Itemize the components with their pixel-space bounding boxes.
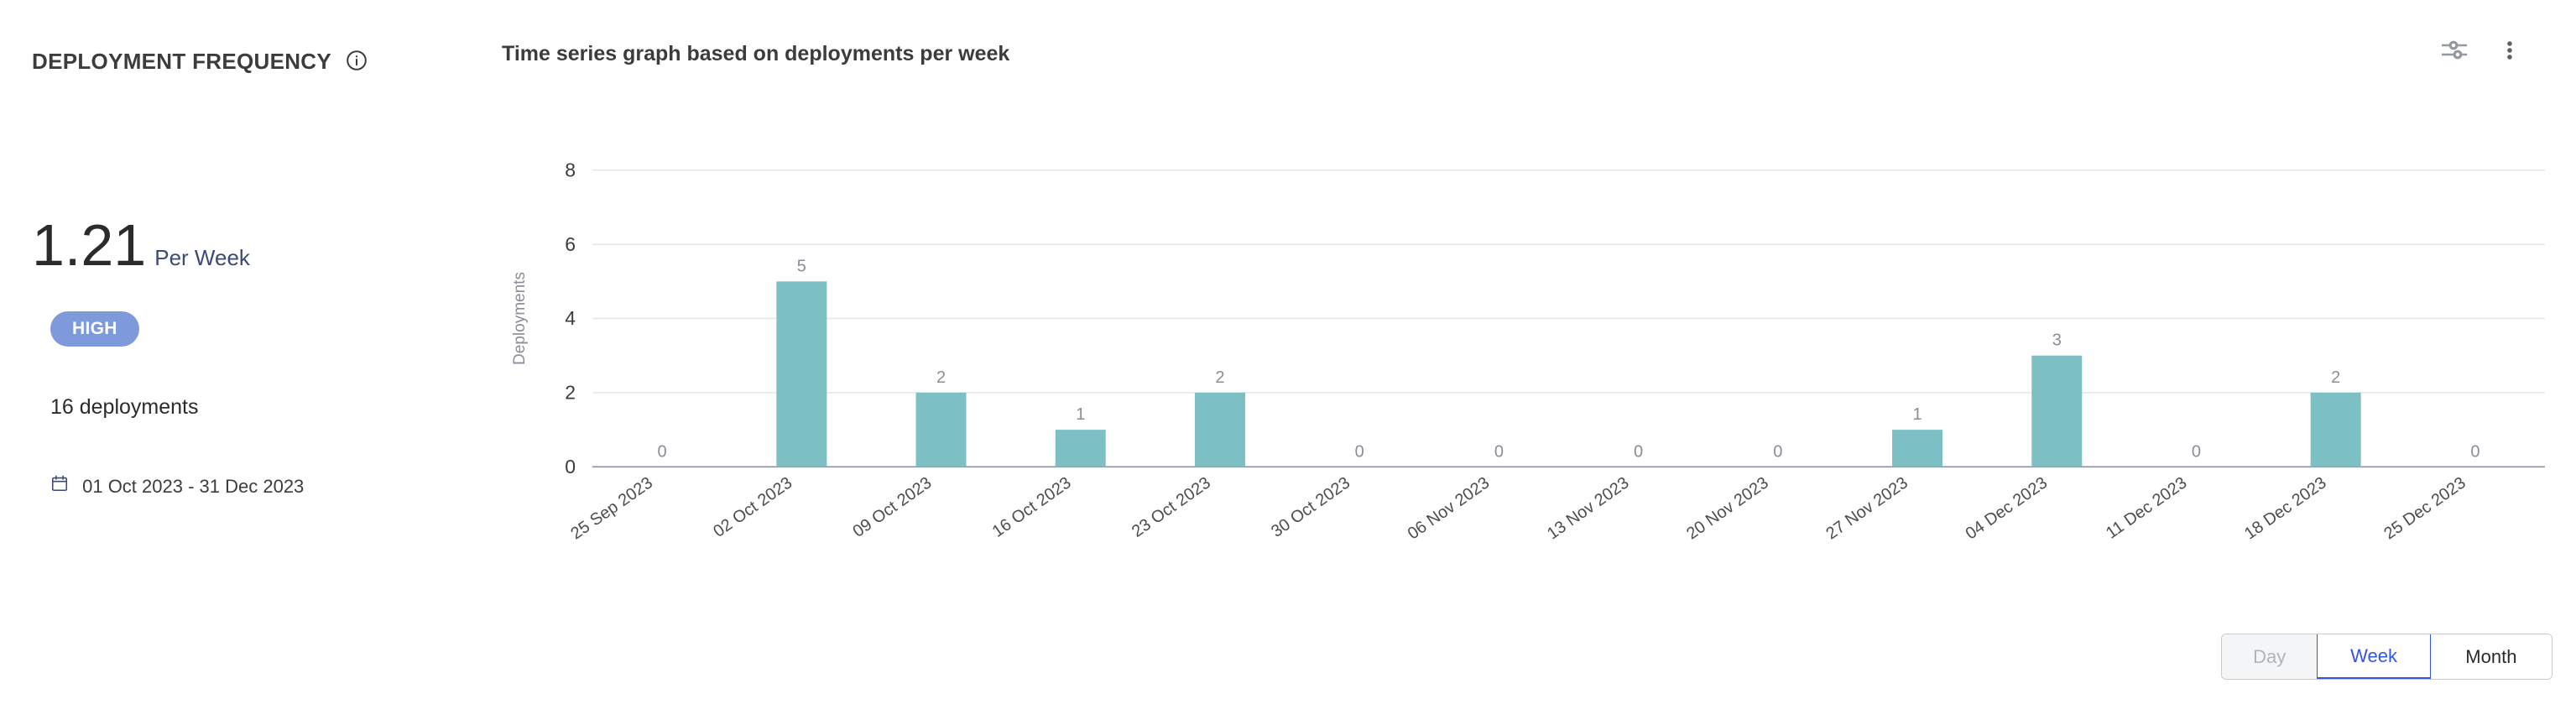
svg-text:0: 0 (1494, 442, 1504, 461)
svg-text:23 Oct 2023: 23 Oct 2023 (1129, 473, 1214, 541)
svg-text:13 Nov 2023: 13 Nov 2023 (1544, 473, 1633, 543)
svg-text:0: 0 (2470, 442, 2480, 461)
svg-text:0: 0 (1355, 442, 1364, 461)
svg-text:27 Nov 2023: 27 Nov 2023 (1822, 473, 1911, 543)
svg-text:09 Oct 2023: 09 Oct 2023 (850, 473, 936, 541)
svg-text:2: 2 (1215, 368, 1224, 387)
svg-text:02 Oct 2023: 02 Oct 2023 (710, 473, 795, 541)
svg-text:0: 0 (1634, 442, 1643, 461)
svg-text:06 Nov 2023: 06 Nov 2023 (1405, 473, 1494, 543)
svg-text:11 Dec 2023: 11 Dec 2023 (2103, 473, 2190, 542)
svg-text:0: 0 (658, 442, 667, 461)
svg-text:2: 2 (936, 368, 946, 387)
svg-text:2: 2 (2331, 368, 2340, 387)
svg-text:30 Oct 2023: 30 Oct 2023 (1268, 473, 1353, 541)
svg-text:5: 5 (797, 257, 806, 275)
svg-text:4: 4 (565, 307, 576, 329)
svg-text:6: 6 (565, 233, 576, 255)
svg-text:20 Nov 2023: 20 Nov 2023 (1683, 473, 1772, 543)
svg-text:18 Dec 2023: 18 Dec 2023 (2241, 473, 2330, 543)
svg-text:25 Sep 2023: 25 Sep 2023 (567, 473, 656, 543)
svg-text:3: 3 (2052, 331, 2062, 350)
svg-text:0: 0 (1773, 442, 1782, 461)
svg-text:2: 2 (565, 382, 576, 404)
svg-text:Deployments: Deployments (511, 272, 529, 365)
svg-text:1: 1 (1076, 405, 1085, 424)
svg-text:8: 8 (565, 159, 576, 181)
svg-text:0: 0 (565, 456, 576, 477)
svg-text:25 Dec 2023: 25 Dec 2023 (2380, 473, 2469, 543)
svg-text:0: 0 (2192, 442, 2201, 461)
svg-text:16 Oct 2023: 16 Oct 2023 (989, 473, 1075, 541)
svg-text:1: 1 (1912, 405, 1922, 424)
svg-text:04 Dec 2023: 04 Dec 2023 (1963, 473, 2052, 543)
